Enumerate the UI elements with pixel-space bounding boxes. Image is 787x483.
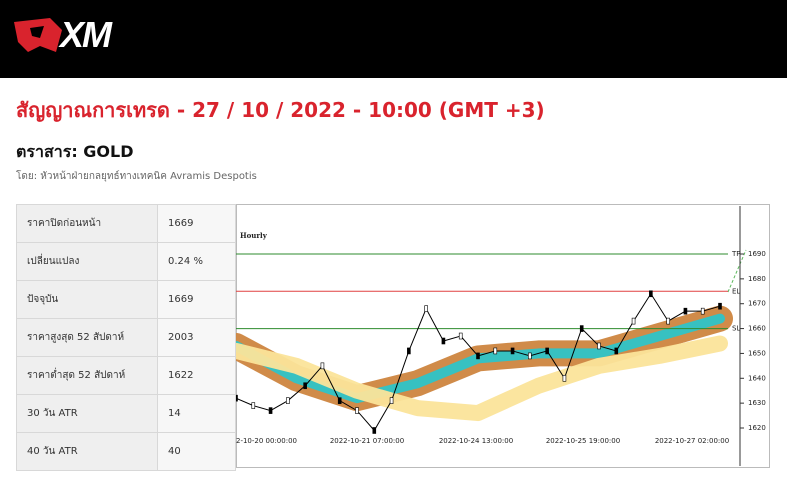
candle [236,394,238,402]
y-tick-label: 1620 [748,424,766,432]
table-row: ราคาปิดก่อนหน้า 1669 [16,204,236,243]
level-label: TP [731,250,741,258]
candle [458,332,463,340]
candle [631,317,636,325]
candle [649,290,653,298]
table-row: เปลี่ยนแปลง 0.24 % [16,242,236,281]
value-cell: 1669 [157,204,236,243]
instrument: ตราสาร: GOLD [16,142,134,161]
byline: โดย: หัวหน้าฝ่ายกลยุทธ์ทางเทคนิค Avramis… [16,171,257,182]
candle [528,352,532,360]
candle [372,427,377,434]
value-cell: 1622 [157,356,236,395]
candle [666,317,670,325]
value-cell: 40 [157,432,236,471]
candle [268,407,273,414]
candle [476,352,480,360]
x-tick-label: 2022-10-21 07:00:00 [330,437,404,445]
y-tick-label: 1670 [748,300,766,308]
y-tick-label: 1690 [748,250,766,258]
candle [700,307,705,315]
table-row: ราคาต่ำสุด 52 สัปดาห์ 1622 [16,356,236,395]
candle [683,307,688,315]
candle [424,305,428,312]
header: XM [0,0,787,78]
value-cell: 14 [157,394,236,433]
label-cell: 30 วัน ATR [16,394,158,433]
x-tick-label: 2022-10-27 02:00:00 [655,437,729,445]
candle [320,362,325,370]
candle [614,347,619,355]
logo: XM [60,14,112,55]
label-cell: 40 วัน ATR [16,432,158,471]
candle [337,397,342,404]
table-row: ราคาสูงสุด 52 สัปดาห์ 2003 [16,318,236,357]
table-row: ปัจจุบัน 1669 [16,280,236,319]
candle [355,407,359,414]
label-cell: เปลี่ยนแปลง [16,242,158,281]
title: สัญญาณการเทรด - 27 / 10 / 2022 - 10:00 (… [16,98,545,122]
stats-table: ราคาปิดก่อนหน้า 1669 เปลี่ยนแปลง 0.24 % ปัจจ… [16,204,236,471]
label-cell: ราคาสูงสุด 52 สัปดาห์ [16,318,158,357]
y-tick-label: 1650 [748,349,766,357]
candle [545,347,549,355]
candle [389,397,394,404]
logo-mark [14,18,62,52]
candle [579,325,584,332]
value-cell: 1669 [157,280,236,319]
candle [597,342,601,350]
y-tick-label: 1680 [748,275,766,283]
level-label: EL [732,287,740,295]
candle [441,337,446,345]
y-tick-label: 1640 [748,374,766,382]
y-tick-label: 1660 [748,325,766,333]
chart: Hourly 1620 1630 1640 1650 1660 1670 1680 1690 2… [236,204,770,468]
candle [251,402,256,409]
chart-title: Hourly [240,231,268,240]
band [236,335,728,422]
x-tick-label: 2022-10-24 13:00:00 [439,437,513,445]
candle [510,347,515,355]
candle [718,302,722,310]
value-cell: 2003 [157,318,236,357]
value-cell: 0.24 % [157,242,236,281]
table-row: 40 วัน ATR 40 [16,432,236,471]
label-cell: ราคาปิดก่อนหน้า [16,204,158,243]
y-tick-label: 1630 [748,399,766,407]
candle [407,347,411,355]
label-cell: ปัจจุบัน [16,280,158,319]
candle [493,347,498,355]
level-label: SL [732,325,740,333]
candle [303,382,307,390]
x-tick-label: 2-10-20 00:00:00 [236,437,297,445]
table-row: 30 วัน ATR 14 [16,394,236,433]
x-tick-label: 2022-10-25 19:00:00 [546,437,620,445]
projection [727,249,747,293]
candle [562,374,567,382]
candle [286,397,290,404]
label-cell: ราคาต่ำสุด 52 สัปดาห์ [16,356,158,395]
